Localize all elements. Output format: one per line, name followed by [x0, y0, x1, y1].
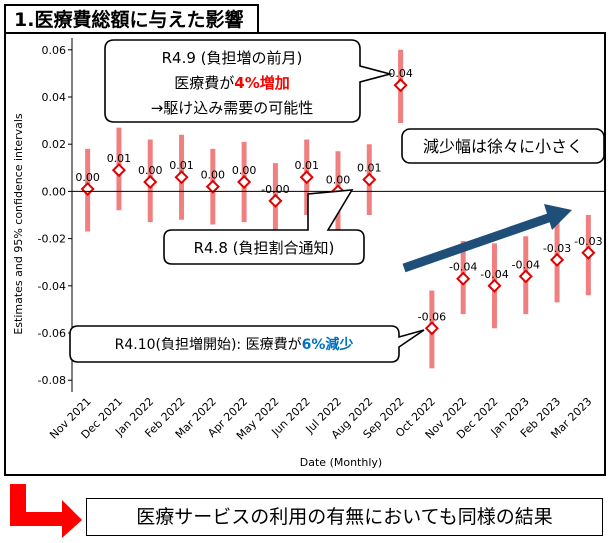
estimate-point — [581, 245, 596, 260]
data-label: 0.00 — [232, 164, 257, 177]
data-label: -0.03 — [574, 235, 602, 248]
estimate-point — [393, 78, 408, 93]
estimate-point — [143, 174, 158, 190]
estimate-point — [80, 181, 95, 197]
chart-frame: -0.08 -0.06 -0.04 -0.02 0.00 0.02 0.04 0.06 Nov … — [4, 32, 606, 476]
y-tick-label: 0.06 — [42, 44, 67, 57]
estimate-point — [424, 321, 439, 336]
y-tick-label: 0.00 — [42, 185, 67, 198]
data-label: -0.04 — [449, 261, 477, 274]
y-tick-label: -0.08 — [38, 374, 66, 387]
data-label: 0.04 — [388, 67, 413, 80]
data-label: 0.00 — [201, 169, 226, 182]
callout-r49: R4.9 (負担増の前月) 医療費が4%増加 →駆け込み需要の可能性 — [104, 39, 394, 123]
estimate-point — [237, 174, 252, 190]
callout-decrease: 減少幅は徐々に小さく — [401, 128, 605, 164]
callout-r410: R4.10(負担増開始): 医療費が6%減少 — [69, 325, 425, 363]
data-label: -0.03 — [543, 242, 571, 255]
callout-r48-text: R4.8 (負担割合通知) — [194, 239, 335, 257]
callout-r410-line: R4.10(負担増開始): 医療費が6%減少 — [115, 336, 354, 353]
estimate-point — [205, 179, 220, 194]
page-title: 1.医療費総額に与えた影響 — [4, 4, 260, 34]
callout-r49-prefix: 医療費が — [174, 74, 234, 92]
y-tick-label: 0.04 — [42, 91, 67, 104]
trend-arrow — [402, 204, 572, 273]
data-label: 0.01 — [357, 162, 382, 175]
y-tick-label: -0.02 — [38, 233, 66, 246]
data-label: 0.01 — [107, 152, 132, 165]
y-tick-label: -0.04 — [38, 280, 66, 293]
callout-r48-bubble — [163, 189, 365, 265]
estimate-point — [518, 269, 533, 284]
data-label: -0.04 — [512, 258, 540, 271]
callout-r410-bubble — [69, 325, 425, 363]
callout-r48: R4.8 (負担割合通知) — [163, 189, 365, 265]
trend-arrow-shaft — [402, 211, 556, 273]
callout-r49-highlight: 4%増加 — [234, 74, 289, 92]
data-label: 0.01 — [294, 159, 319, 172]
data-label: 0.00 — [326, 173, 351, 186]
estimate-point — [174, 170, 189, 185]
footer-note: 医療サービスの利用の有無においても同様の結果 — [86, 498, 603, 536]
estimate-point — [549, 252, 565, 267]
callout-r410-highlight: 6%減少 — [302, 336, 354, 353]
y-tick-label: 0.02 — [42, 138, 67, 151]
callout-r49-line2: 医療費が4%増加 — [174, 74, 289, 92]
callout-r49-bubble — [104, 39, 394, 123]
estimate-point — [268, 193, 283, 208]
trend-arrow-head — [544, 204, 572, 230]
chart-svg: -0.08-0.06-0.04-0.020.000.020.040.06Nov … — [12, 38, 605, 469]
data-label: 0.01 — [169, 159, 194, 172]
estimate-point — [299, 170, 314, 185]
data-label: 0.00 — [75, 171, 100, 184]
estimate-point — [111, 163, 127, 178]
estimate-point — [456, 271, 471, 286]
callout-r49-line1: R4.9 (負担増の前月) — [162, 49, 303, 67]
data-label: -0.04 — [480, 268, 508, 281]
y-tick-label: -0.06 — [38, 327, 66, 340]
estimate-point — [487, 278, 502, 293]
data-label: -0.06 — [418, 310, 446, 323]
callout-decrease-text: 減少幅は徐々に小さく — [423, 137, 583, 156]
l-arrow-icon — [10, 484, 82, 538]
callout-decrease-box — [401, 128, 605, 164]
data-label: -0.00 — [261, 183, 289, 196]
callout-r410-prefix: R4.10(負担増開始): 医療費が — [115, 336, 302, 353]
data-label: 0.00 — [138, 164, 163, 177]
callout-r49-line3: →駆け込み需要の可能性 — [151, 99, 314, 117]
x-axis-label: Date (Monthly) — [300, 456, 382, 469]
y-axis-label: Estimates and 95% confidence intervals — [12, 113, 25, 335]
estimate-point — [362, 172, 377, 187]
